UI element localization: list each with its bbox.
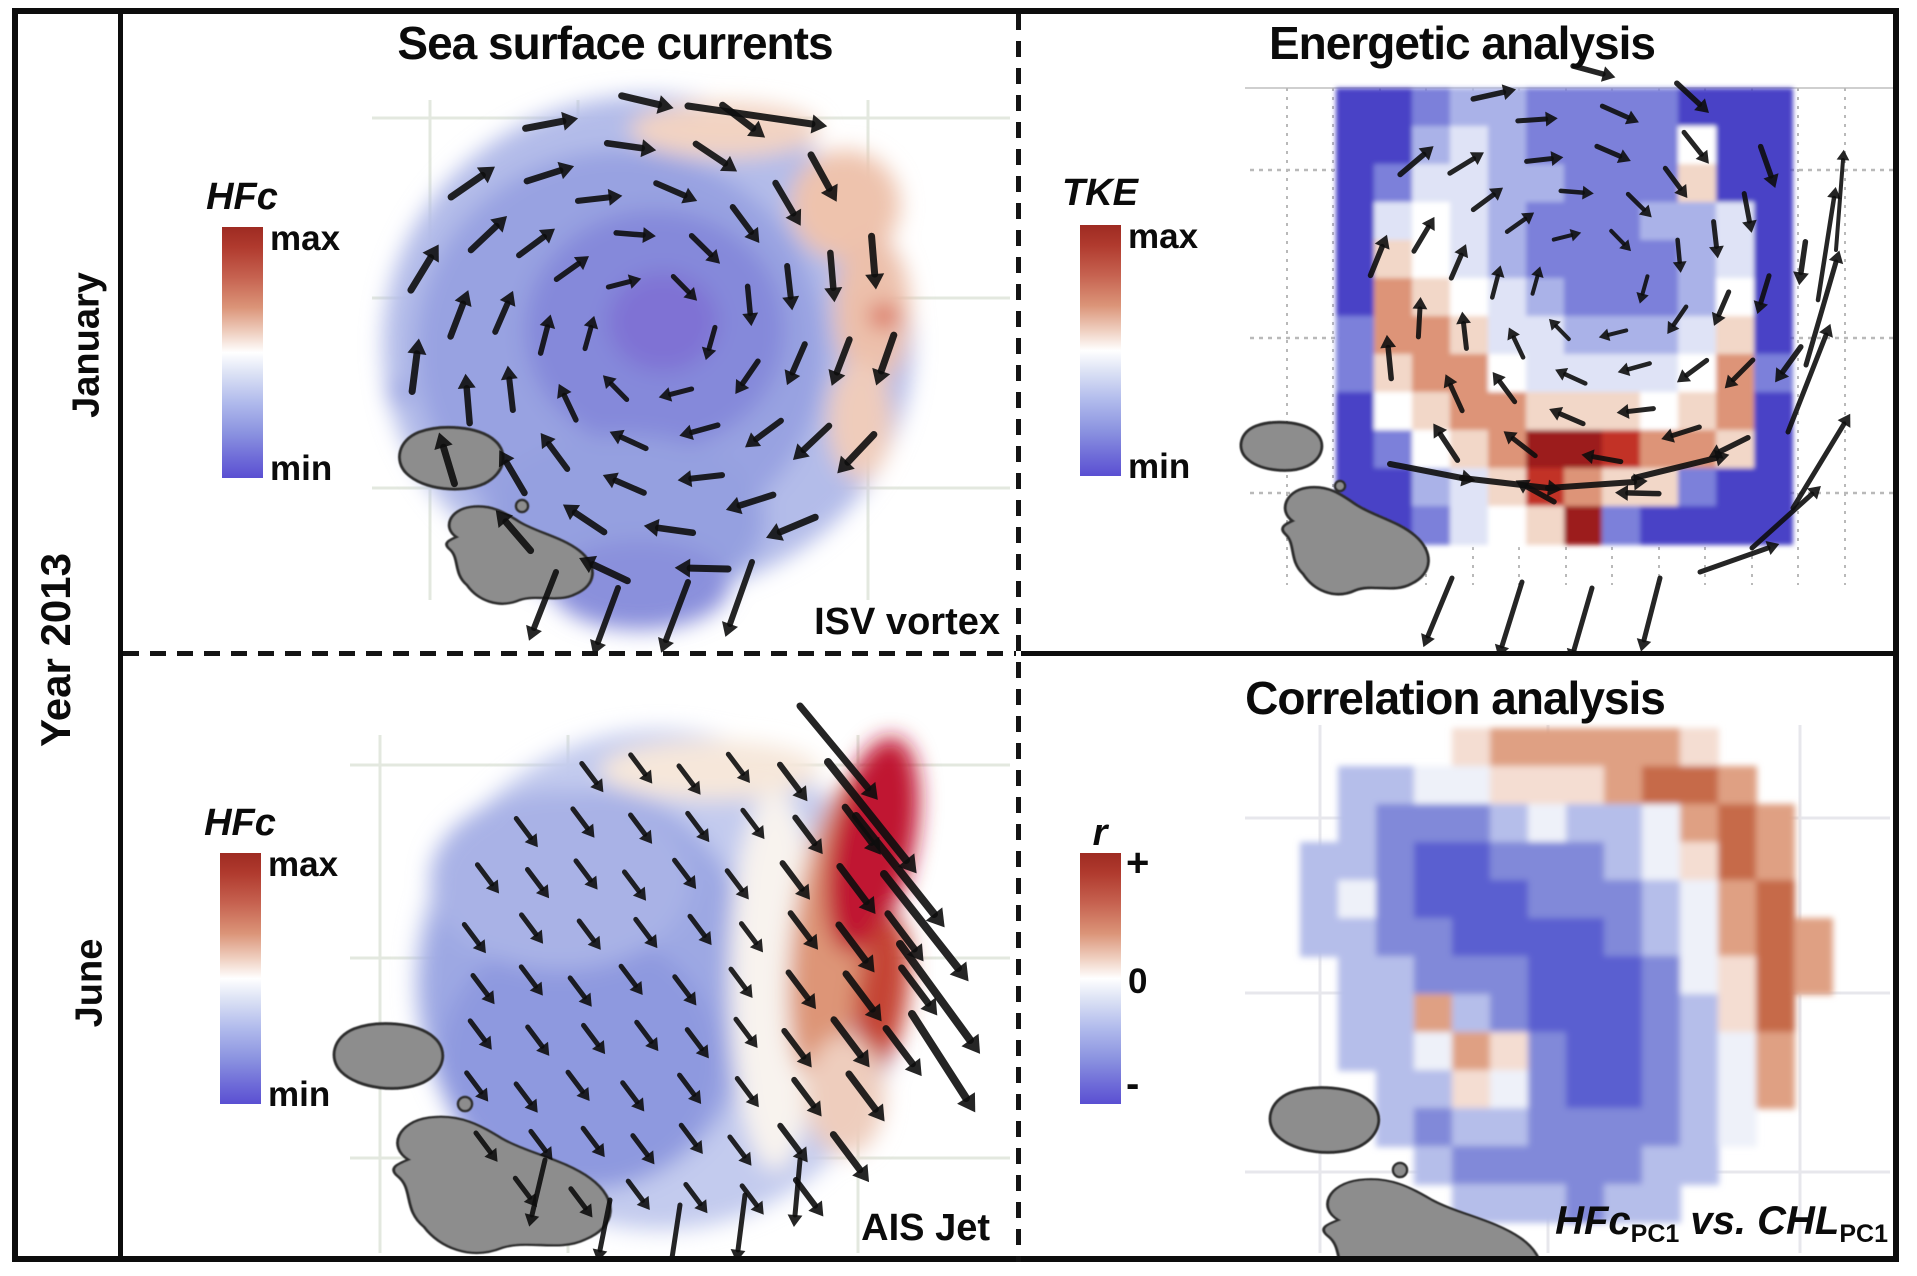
panel-map-sea-surface-currents — [372, 92, 1010, 654]
colorbar-minus-tick: - — [1126, 1062, 1140, 1106]
colorbar-max-tick: max — [270, 219, 341, 258]
panel-map-june-currents — [332, 702, 1010, 1262]
figure-border — [12, 8, 1899, 1262]
year-label: Year 2013 — [32, 553, 79, 747]
panel-map-correlation-analysis — [1245, 725, 1890, 1262]
column-divider-dashed — [1016, 14, 1021, 1262]
annotation-ais-jet: AIS Jet — [861, 1207, 990, 1249]
colorbar-plus-tick: + — [1126, 841, 1150, 885]
quiver-arrows — [407, 92, 898, 654]
colorbar-hfc-january — [222, 227, 263, 478]
colorbar-label-hfc-january: HFc — [206, 176, 278, 218]
row-label-june: June — [68, 938, 111, 1028]
row-divider-solid-right — [1021, 651, 1899, 656]
colorbar-r — [1080, 853, 1121, 1104]
colorbar-max-tick: max — [268, 845, 339, 884]
quiver-arrows — [1367, 63, 1851, 654]
colorbar-min-tick: min — [270, 449, 333, 488]
colorbar-min-tick: min — [268, 1075, 331, 1114]
sidebar-divider — [118, 8, 123, 1262]
colorbar-zero-tick: 0 — [1128, 962, 1148, 1001]
hfc-text: HFc — [1555, 1199, 1631, 1243]
colorbar-label-tke: TKE — [1062, 172, 1138, 214]
annotation-isv-vortex: ISV vortex — [814, 601, 1000, 643]
panel-title-sea-surface-currents: Sea surface currents — [397, 17, 833, 69]
colorbar-min-tick: min — [1128, 447, 1191, 486]
panel-map-energetic-analysis — [1239, 63, 1896, 654]
quiver-arrows — [461, 702, 981, 1262]
panel-title-energetic-analysis: Energetic analysis — [1269, 17, 1656, 69]
colorbar-max-tick: max — [1128, 217, 1199, 256]
chl-text: CHL — [1757, 1199, 1840, 1243]
row-label-january: January — [65, 272, 108, 418]
colorbar-hfc-june — [220, 853, 261, 1104]
colorbar-tke — [1080, 225, 1121, 476]
chl-subscript: PC1 — [1839, 1220, 1888, 1248]
colorbar-label-r: r — [1092, 812, 1108, 854]
row-divider-dashed-left — [123, 651, 1016, 656]
vs-text: vs. — [1679, 1199, 1758, 1243]
annotation-hfc-vs-chl: HFcPC1 vs. CHLPC1 — [1400, 1199, 1888, 1249]
panel-title-correlation-analysis: Correlation analysis — [1245, 672, 1666, 724]
colorbar-label-hfc-june: HFc — [204, 802, 276, 844]
hfc-subscript: PC1 — [1630, 1220, 1680, 1248]
